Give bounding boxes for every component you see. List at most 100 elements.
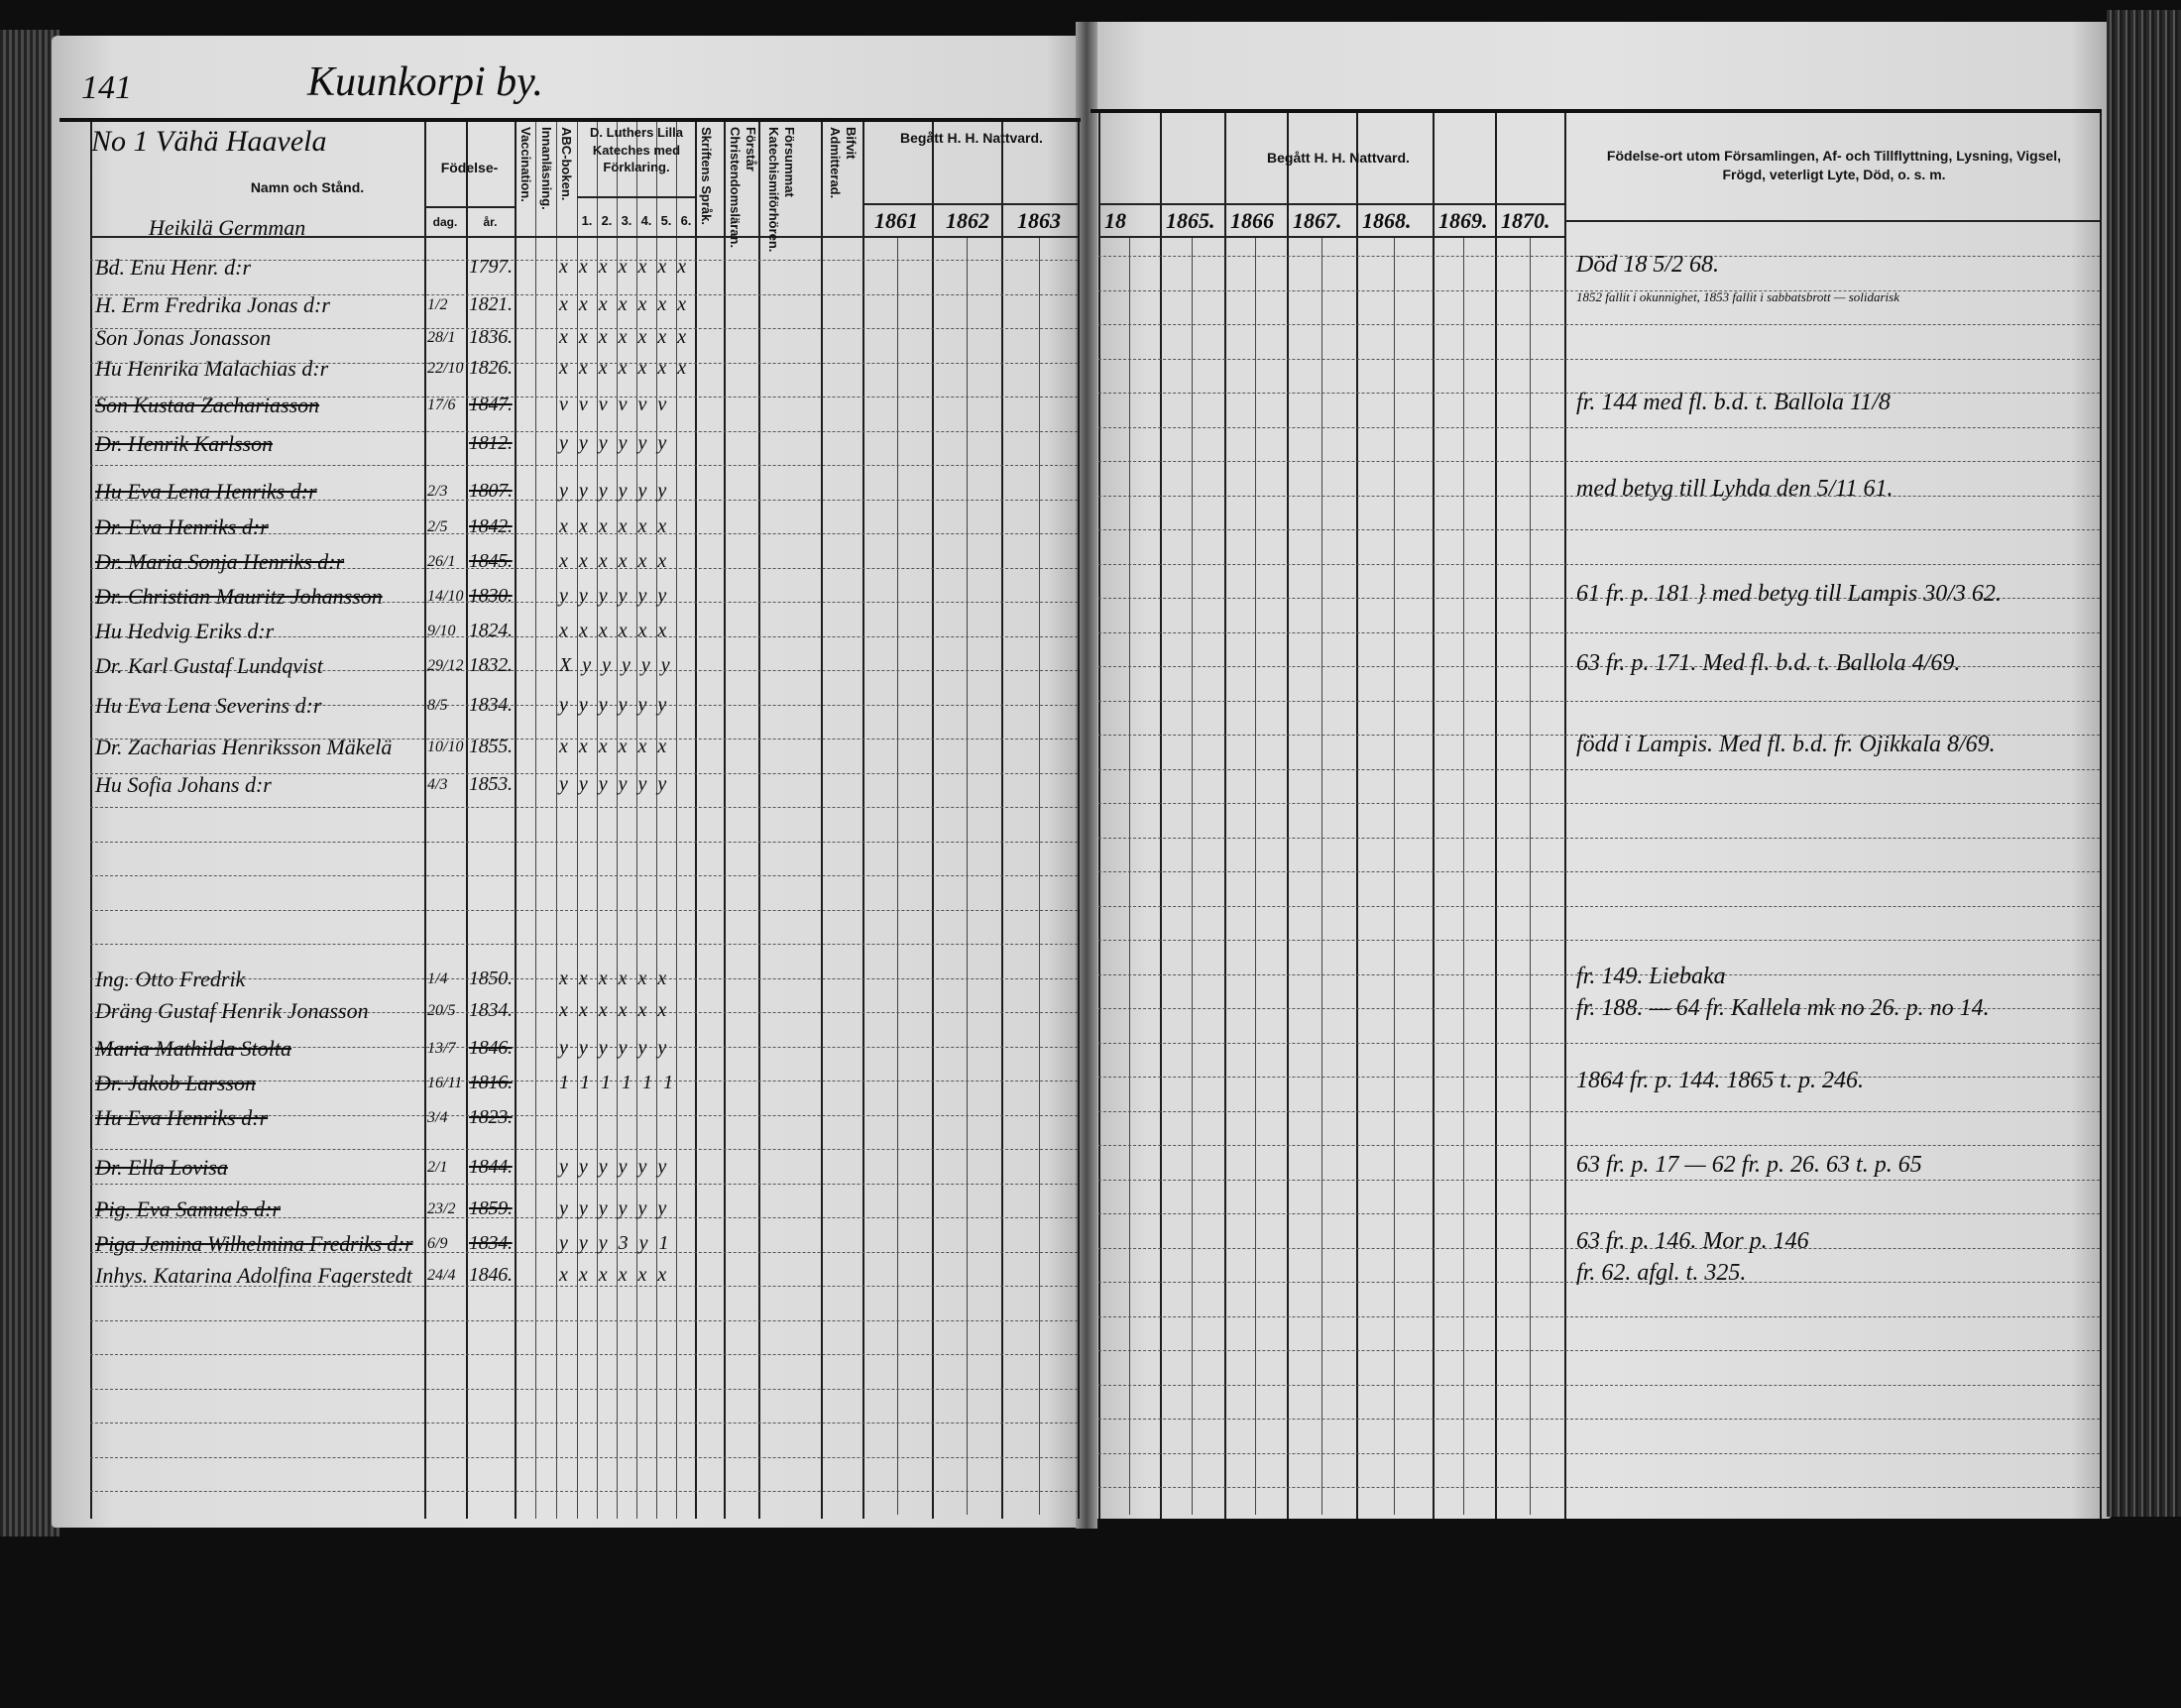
register-row-birth-day: 2/5 [427, 518, 448, 535]
register-row-name: Son Jonas Jonasson [95, 325, 272, 350]
column-rule [1495, 111, 1497, 1519]
register-row-marks: x x x x x x x [559, 256, 690, 278]
column-rule [2100, 111, 2102, 1519]
register-row-marks: x x x x x x x [559, 326, 690, 348]
register-row-birth-year: 1826. [469, 357, 513, 379]
register-row-birth-day: 2/3 [427, 483, 448, 500]
subheader-rule [862, 203, 1078, 205]
register-row-birth-day: 9/10 [427, 623, 456, 639]
subcolumn-rule [1255, 236, 1256, 1515]
register-row-birth-year: 1847. [469, 394, 513, 415]
register-row-marks: X y y y y y [559, 654, 673, 676]
ruled-line [1098, 324, 2100, 325]
ruled-line [90, 1456, 1078, 1458]
header-scripture: Skriftens Språk. [699, 127, 714, 225]
ruled-line [1098, 563, 2100, 565]
register-row-name: Ing. Otto Fredrik [95, 967, 246, 991]
ruled-line [1098, 666, 2100, 667]
ruled-line [1098, 631, 2100, 633]
header-birth-year: år. [483, 215, 498, 229]
ruled-line [90, 1319, 1078, 1321]
ruled-line [90, 1354, 1078, 1355]
column-rule [556, 121, 557, 1519]
ruled-line [90, 567, 1078, 569]
ruled-line [90, 670, 1078, 671]
column-rule [821, 121, 823, 1519]
ruled-line [1098, 1384, 2100, 1386]
ruled-line [90, 1046, 1078, 1048]
register-row-birth-day: 20/5 [427, 1002, 456, 1019]
register-row-name: Son Kustaa Zachariasson [95, 393, 320, 417]
register-row-birth-year: 1823. [469, 1106, 513, 1128]
register-row-birth-day: 4/3 [427, 776, 448, 793]
register-row-name: Hu Eva Lena Severins d:r [95, 693, 322, 718]
register-row-birth-day: 29/12 [427, 657, 464, 674]
ruled-line [90, 1286, 1078, 1287]
register-row-birth-day: 3/4 [427, 1109, 448, 1126]
ruled-line [1098, 598, 2100, 599]
register-row-birth-year: 1797. [469, 256, 513, 278]
header-communion: Begått H. H. Nattvard. [900, 130, 1043, 146]
register-row-name: Dr. Maria Sonja Henriks d:r [95, 549, 345, 574]
remark-entry: 1852 fallit i okunnighet, 1853 fallit i … [1576, 289, 1899, 304]
register-row-marks: y y y y y y [559, 1156, 670, 1178]
register-row-name: Maria Mathilda Stolta [95, 1036, 291, 1061]
register-row-birth-year: 1842. [469, 515, 513, 537]
register-row-name: Hu Hedvig Eriks d:r [95, 619, 275, 643]
register-row-birth-year: 1830. [469, 585, 513, 607]
register-row-birth-year: 1832. [469, 654, 513, 676]
subcolumn-rule [1394, 236, 1395, 1515]
ruled-line [90, 739, 1078, 740]
ruled-line [90, 397, 1078, 398]
ruled-line [1098, 426, 2100, 428]
ruled-line [1098, 700, 2100, 702]
remark-entry: 63 fr. p. 171. Med fl. b.d. t. Ballola 4… [1576, 650, 1961, 676]
column-rule [932, 121, 934, 1519]
ruled-line [1098, 940, 2100, 941]
register-row-birth-year: 1845. [469, 550, 513, 572]
register-row-name: H. Erm Fredrika Jonas d:r [95, 292, 330, 317]
register-row-marks: y y y y y y [559, 585, 670, 607]
household-label: No 1 Vähä Haavela [91, 125, 327, 158]
register-row-name: Dr. Karl Gustaf Lundqvist [95, 653, 323, 678]
column-rule [1098, 111, 1100, 1519]
remark-entry: 1864 fr. p. 144. 1865 t. p. 246. [1576, 1068, 1865, 1093]
village-title: Kuunkorpi by. [307, 59, 543, 105]
register-row-birth-day: 2/1 [427, 1159, 448, 1176]
ruled-line [1098, 768, 2100, 770]
header-communion-year: 1868. [1362, 208, 1412, 233]
register-row-birth-year: 1834. [469, 999, 513, 1021]
ruled-line [90, 1114, 1078, 1116]
ruled-line [1098, 1179, 2100, 1181]
ruled-line [90, 635, 1078, 637]
column-rule [676, 121, 677, 1519]
header-communion-year: 1865. [1166, 208, 1215, 233]
column-rule [1433, 111, 1435, 1519]
ruled-line [1098, 1145, 2100, 1146]
register-row-birth-day: 26/1 [427, 553, 456, 570]
register-row-birth-day: 17/6 [427, 397, 456, 413]
ruled-line [90, 1217, 1078, 1218]
header-name: Namn och Stånd. [250, 179, 365, 195]
remark-entry: 61 fr. p. 181 } med betyg till Lampis 30… [1576, 581, 2002, 607]
subheader-rule [577, 196, 695, 198]
remark-entry: född i Lampis. Med fl. b.d. fr. Ojikkala… [1576, 732, 1996, 757]
register-row-marks: y y y y y y [559, 773, 670, 795]
ruled-line [1098, 905, 2100, 907]
register-row-name: Pig. Eva Samuels d:r [95, 1196, 281, 1221]
subcolumn-rule [1530, 236, 1531, 1515]
ruled-line [1098, 1042, 2100, 1044]
remark-entry: fr. 149. Liebaka [1576, 964, 1726, 989]
column-rule [1287, 111, 1289, 1519]
header-communion-year: 1869. [1438, 208, 1488, 233]
remark-entry: fr. 144 med fl. b.d. t. Ballola 11/8 [1576, 390, 1891, 415]
register-row-birth-year: 1836. [469, 326, 513, 348]
column-rule [597, 121, 598, 1519]
header-birth-day: dag. [432, 215, 458, 229]
register-row-marks: x x x x x x [559, 999, 670, 1021]
column-rule [424, 121, 426, 1519]
register-row-name: Piga Jemina Wilhelmina Fredriks d:r [95, 1231, 413, 1256]
register-row-name: Hu Eva Lena Henriks d:r [95, 479, 317, 504]
book-page-stack [2107, 10, 2181, 1517]
header-catechism-col: 3. [621, 213, 632, 228]
